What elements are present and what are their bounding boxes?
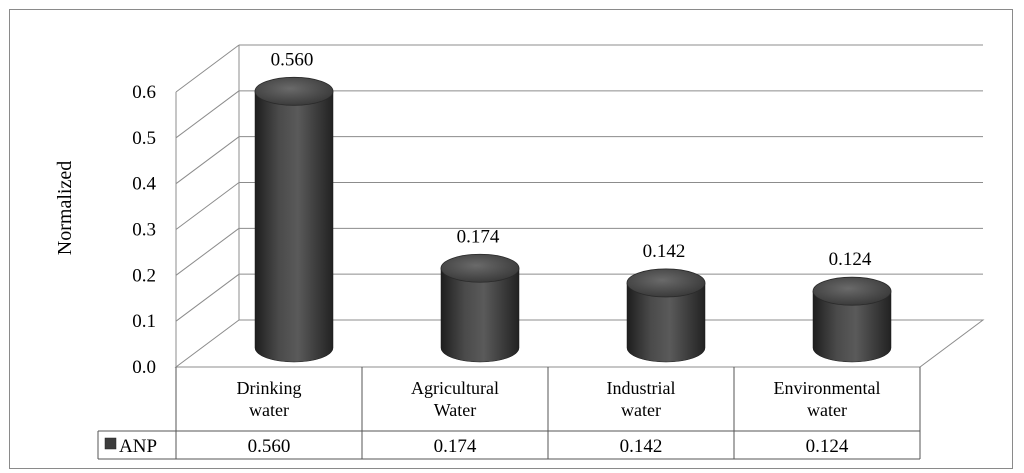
chart-floor: [174, 319, 985, 368]
bar: [440, 253, 520, 363]
table-value: 0.560: [248, 436, 291, 457]
y-axis-ticks: 0.0 0.1 0.2 0.3 0.4 0.5 0.6: [132, 82, 156, 378]
legend-swatch: [104, 437, 117, 450]
y-axis-title: Normalized: [54, 161, 76, 255]
y-tick-label: 0.6: [132, 82, 156, 103]
y-tick-label: 0.2: [132, 265, 156, 286]
category-label: Industrial: [607, 378, 676, 398]
bar-top: [440, 253, 520, 283]
bar-body: [626, 282, 706, 363]
bars: [254, 76, 892, 363]
chart-frame: [9, 9, 1013, 469]
category-label: water: [249, 400, 289, 420]
data-labels: 0.560 0.174 0.142 0.124: [271, 49, 872, 270]
bar-body: [254, 91, 334, 363]
category-label: Drinking: [237, 378, 302, 398]
gridline-diagonal: [175, 44, 240, 93]
legend-label: ANP: [119, 436, 157, 457]
data-label: 0.142: [643, 241, 686, 262]
gridline-diagonal: [175, 273, 240, 322]
table-value: 0.174: [434, 436, 477, 457]
chart-grid: [174, 44, 985, 368]
bar-top: [626, 268, 706, 298]
bar: [626, 268, 706, 363]
data-label: 0.560: [271, 49, 314, 70]
y-tick-label: 0.1: [132, 311, 156, 332]
table-value: 0.142: [620, 436, 663, 457]
y-tick-label: 0.0: [132, 357, 156, 378]
category-label: Environmental: [774, 378, 881, 398]
gridline-diagonal: [175, 90, 240, 139]
category-label: water: [621, 400, 661, 420]
data-table: Drinkingwater0.560AgriculturalWater0.174…: [97, 367, 921, 460]
bar-body: [440, 268, 520, 363]
data-label: 0.124: [829, 249, 872, 270]
table-value: 0.124: [806, 436, 849, 457]
bar: [254, 76, 334, 363]
bar-body: [812, 290, 892, 363]
bar-top: [812, 276, 892, 306]
data-label: 0.174: [457, 226, 500, 247]
category-label: Agricultural: [411, 378, 499, 398]
gridline-diagonal: [175, 136, 240, 185]
category-label: water: [807, 400, 847, 420]
y-tick-label: 0.4: [132, 174, 156, 195]
y-tick-label: 0.3: [132, 220, 156, 241]
bar-top: [254, 76, 334, 106]
y-tick-label: 0.5: [132, 128, 156, 149]
category-label: Water: [434, 400, 477, 420]
gridline-diagonal: [175, 182, 240, 230]
bar: [812, 276, 892, 363]
gridline-diagonal: [175, 227, 240, 276]
